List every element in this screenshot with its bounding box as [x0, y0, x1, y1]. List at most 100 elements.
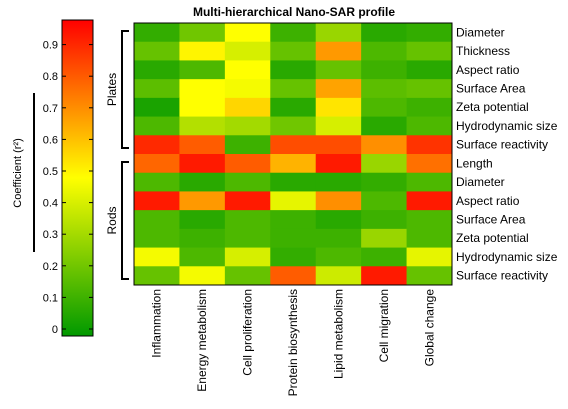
heatmap-cell [270, 135, 317, 155]
heatmap-cell [361, 23, 407, 43]
row-label: Surface reactivity [456, 269, 548, 283]
group-bracket [121, 30, 129, 149]
colorbar-tick-label: 0.1 [43, 292, 58, 304]
heatmap-cell [179, 154, 226, 174]
heatmap-cell [406, 116, 453, 136]
heatmap-cells [134, 23, 453, 286]
heatmap-cell [134, 135, 180, 155]
heatmap-cell [315, 135, 362, 155]
heatmap-cell [361, 266, 407, 286]
heatmap-cell [361, 172, 407, 192]
heatmap-cell [179, 172, 226, 192]
heatmap-cell [224, 154, 271, 174]
heatmap-cell [134, 60, 180, 80]
heatmap-cell [406, 172, 453, 192]
row-label: Zeta potential [456, 100, 529, 114]
colorbar-tick-label: 0.4 [43, 198, 58, 210]
heatmap-cell [406, 23, 453, 43]
colorbar-ticks: 0 0.1 0.2 0.3 0.4 0.5 0.6 0.7 0.8 0.9 [43, 40, 93, 336]
row-label: Surface Area [456, 82, 526, 96]
heatmap-cell [315, 41, 362, 61]
heatmap-frame [133, 22, 453, 286]
heatmap-cell [179, 116, 226, 136]
heatmap-cell [406, 247, 453, 267]
heatmap-cell [315, 266, 362, 286]
heatmap-cell [361, 154, 407, 174]
heatmap-cell [361, 41, 407, 61]
heatmap-cell [406, 210, 453, 230]
heatmap-cell [406, 41, 453, 61]
x-axis-label: Cell migration [377, 289, 391, 362]
heatmap-cell [315, 116, 362, 136]
colorbar-tick-label: 0.8 [43, 71, 58, 83]
x-axis-label: Energy metabolism [195, 289, 209, 392]
heatmap-cell [134, 154, 180, 174]
heatmap-cell [179, 60, 226, 80]
heatmap-cell [315, 172, 362, 192]
colorbar-tick-label: 0.5 [43, 166, 58, 178]
heatmap-cell [270, 247, 317, 267]
row-label: Surface reactivity [456, 138, 548, 152]
heatmap-cell [315, 154, 362, 174]
heatmap-cell [361, 116, 407, 136]
colorbar-tick-label: 0.2 [43, 261, 58, 273]
row-label: Hydrodynamic size [456, 119, 558, 133]
heatmap-cell [270, 266, 317, 286]
heatmap-cell [179, 228, 226, 248]
heatmap-cell [179, 97, 226, 117]
heatmap-cell [134, 79, 180, 99]
group-label: Rods [105, 206, 119, 234]
heatmap-cell [315, 23, 362, 43]
heatmap-cell [179, 210, 226, 230]
heatmap-cell [270, 60, 317, 80]
heatmap-cell [406, 60, 453, 80]
colorbar-tick-label: 0.6 [43, 134, 58, 146]
heatmap-cell [224, 79, 271, 99]
heatmap-cell [224, 191, 271, 211]
x-axis-label: Cell proliferation [241, 289, 255, 376]
heatmap-cell [134, 23, 180, 43]
heatmap-cell [270, 97, 317, 117]
heatmap-cell [134, 247, 180, 267]
heatmap-cell [270, 228, 317, 248]
heatmap-cell [315, 97, 362, 117]
colorbar-tick-label: 0.3 [43, 229, 58, 241]
colorbar-tick-label: 0 [52, 324, 58, 336]
chart-title: Multi-hierarchical Nano-SAR profile [193, 5, 395, 19]
row-label: Aspect ratio [456, 63, 520, 77]
heatmap-cell [224, 210, 271, 230]
row-label: Surface Area [456, 213, 526, 227]
heatmap-cell [406, 97, 453, 117]
heatmap-cell [224, 228, 271, 248]
heatmap-cell [134, 41, 180, 61]
heatmap-cell [406, 154, 453, 174]
heatmap-cell [224, 266, 271, 286]
x-axis-label: Protein biosynthesis [286, 289, 300, 396]
heatmap-cell [179, 79, 226, 99]
row-label: Hydrodynamic size [456, 250, 558, 264]
heatmap-cell [224, 247, 271, 267]
heatmap-cell [406, 191, 453, 211]
heatmap-cell [179, 266, 226, 286]
heatmap-cell [179, 247, 226, 267]
heatmap-cell [406, 135, 453, 155]
heatmap-cell [270, 79, 317, 99]
row-label: Diameter [456, 175, 505, 189]
group-label: Plates [105, 73, 119, 106]
heatmap-cell [270, 191, 317, 211]
heatmap-cell [224, 172, 271, 192]
x-axis-label: Inflammation [150, 289, 164, 358]
heatmap-cell [315, 210, 362, 230]
heatmap-cell [361, 228, 407, 248]
heatmap-cell [179, 23, 226, 43]
heatmap-cell [315, 247, 362, 267]
row-label: Aspect ratio [456, 194, 520, 208]
heatmap-cell [224, 23, 271, 43]
row-label: Length [456, 156, 493, 170]
heatmap-cell [224, 41, 271, 61]
heatmap-cell [406, 79, 453, 99]
heatmap-cell [179, 191, 226, 211]
heatmap-cell [406, 266, 453, 286]
heatmap-cell [361, 191, 407, 211]
